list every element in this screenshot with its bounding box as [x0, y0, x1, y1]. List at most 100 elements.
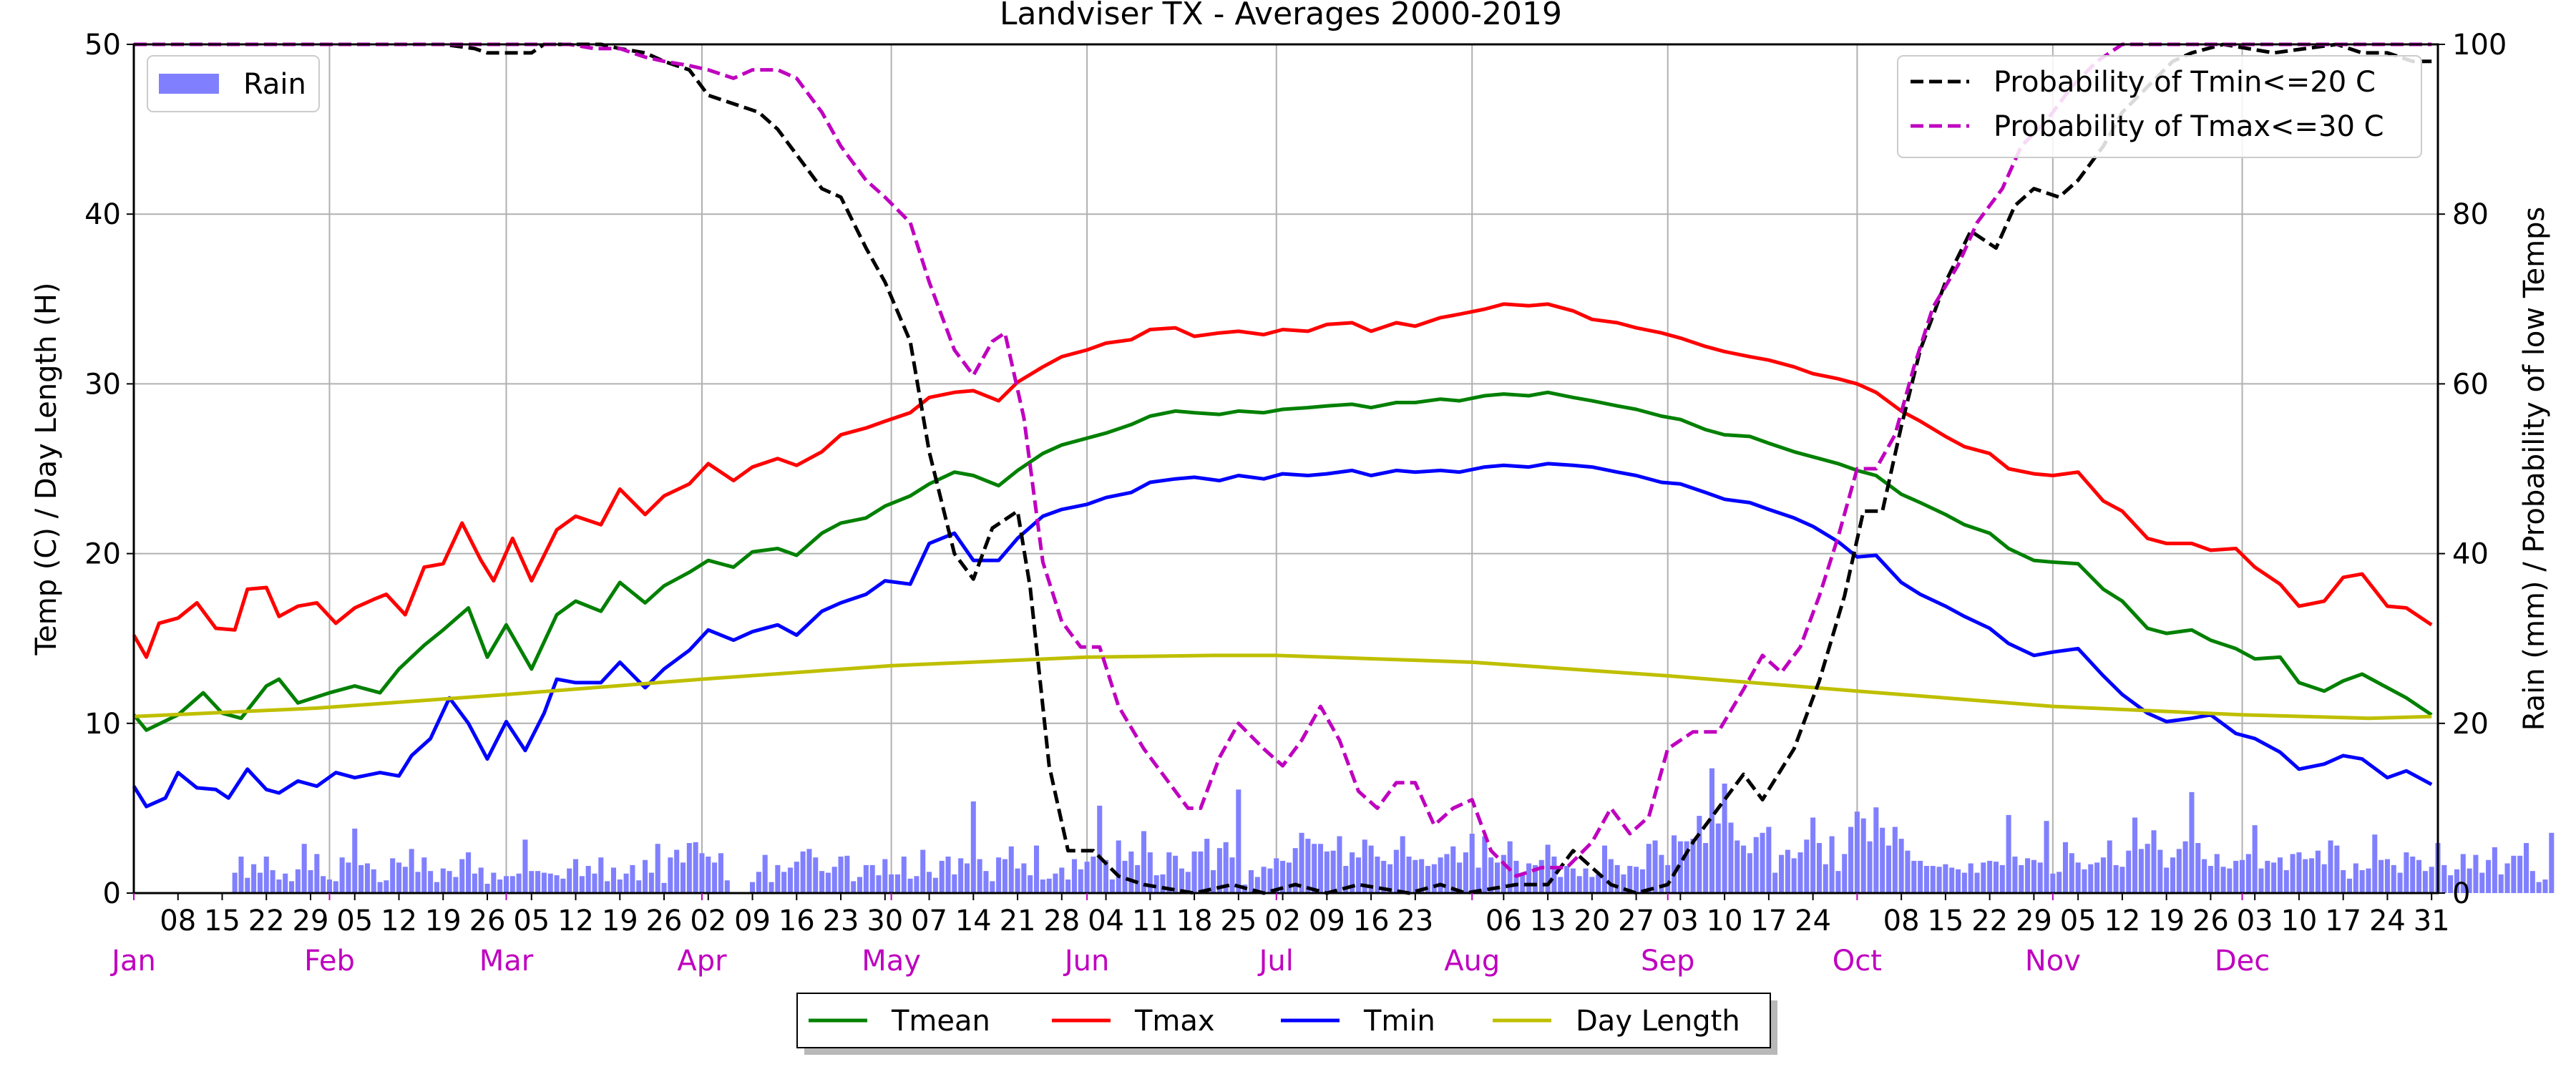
rain-bar	[1545, 844, 1551, 893]
rain-bar	[2176, 849, 2182, 893]
rain-bar	[251, 864, 257, 893]
rain-bar	[1766, 827, 1772, 893]
rain-bar	[339, 857, 345, 893]
rain-bar	[1160, 874, 1166, 893]
rain-bar	[1703, 843, 1709, 893]
rain-bar	[1368, 845, 1374, 893]
rain-bar	[605, 881, 610, 893]
rain-bar	[1185, 872, 1191, 893]
rain-bar	[1135, 864, 1141, 893]
rain-bar	[2328, 840, 2333, 893]
month-label: Jul	[1257, 945, 1294, 978]
x-tick-label: 15	[1927, 905, 1963, 937]
rain-bar	[2309, 858, 2315, 893]
x-tick-label: 29	[293, 905, 329, 937]
rain-bar	[2536, 882, 2542, 893]
rain-bar	[762, 854, 768, 893]
rain-bar	[1507, 841, 1513, 893]
rain-bar	[346, 862, 351, 893]
rain-bar	[1034, 845, 1040, 893]
series-line-tmin	[132, 462, 2433, 809]
rain-bar	[617, 879, 623, 893]
rain-bar	[1387, 864, 1393, 893]
rain-bar	[655, 844, 660, 893]
rain-bar	[573, 859, 579, 893]
rain-bar	[2372, 834, 2378, 893]
rain-bar	[1999, 864, 2005, 893]
rain-bar	[889, 874, 894, 893]
rain-bar	[2549, 832, 2555, 893]
rain-bar	[1558, 877, 1563, 893]
month-label: Nov	[2025, 945, 2081, 978]
rain-bar	[1362, 839, 1367, 893]
rain-bar	[831, 867, 837, 893]
rain-bar	[1021, 863, 1027, 893]
rain-bar	[1065, 879, 1071, 893]
rain-bar	[2303, 859, 2308, 893]
rain-bar	[2189, 791, 2195, 893]
rain-bar	[2044, 821, 2049, 893]
rain-bar	[364, 863, 370, 893]
rain-bar	[301, 844, 307, 893]
rain-bar	[1842, 854, 1848, 893]
x-tick-label: 02	[690, 905, 726, 937]
legend-daylength-label: Day Length	[1576, 1005, 1740, 1038]
rain-bar	[1463, 852, 1468, 893]
rain-bar	[1223, 842, 1229, 893]
rain-bar	[1690, 839, 1696, 893]
rain-bar	[2258, 868, 2264, 893]
rain-bar	[996, 857, 1002, 893]
y-left-tick-label: 50	[84, 29, 121, 62]
rain-bar	[2315, 850, 2321, 893]
rain-bar	[1216, 848, 1222, 893]
month-label: Apr	[677, 945, 727, 978]
rain-bar	[1627, 866, 1633, 893]
rain-bar	[472, 873, 477, 893]
rain-bar	[2384, 859, 2390, 893]
y-left-tick-label: 0	[103, 877, 121, 910]
x-tick-label: 16	[779, 905, 815, 937]
rain-bar	[1475, 867, 1481, 893]
rain-bar	[1324, 851, 1330, 893]
rain-bar	[484, 883, 490, 893]
rain-bar	[1564, 866, 1570, 893]
rain-bar	[2107, 840, 2112, 893]
x-tick-label: 10	[1707, 905, 1743, 937]
rain-bar	[1153, 875, 1159, 893]
x-tick-label: 03	[2237, 905, 2273, 937]
rain-bar	[1280, 860, 1286, 893]
rain-bar	[2100, 857, 2106, 893]
rain-bar	[718, 853, 723, 893]
month-label: Dec	[2215, 945, 2270, 978]
x-tick-label: 17	[2325, 905, 2361, 937]
rain-bar	[2214, 854, 2220, 893]
rain-bar	[1639, 869, 1645, 893]
rain-bar	[648, 872, 654, 893]
rain-bar	[1885, 845, 1892, 893]
rain-bar	[326, 879, 333, 893]
rain-bar	[1741, 845, 1747, 893]
rain-bar	[920, 849, 926, 893]
rain-bar	[1797, 852, 1803, 893]
legend-tmin-label: Tmin	[1363, 1005, 1435, 1038]
x-tick-label: 04	[1088, 905, 1124, 937]
month-label: Jun	[1063, 945, 1110, 978]
rain-bar	[1709, 768, 1715, 893]
rain-bar	[2245, 854, 2251, 893]
y-left-tick-label: 40	[84, 198, 121, 231]
rain-bar	[686, 843, 692, 893]
rain-bar	[1646, 844, 1652, 893]
rain-bar	[2296, 852, 2302, 893]
rain-bar	[724, 880, 730, 893]
rain-bar	[1898, 839, 1904, 893]
rain-bar	[623, 873, 629, 893]
x-tick-label: 02	[1264, 905, 1301, 937]
rain-bar	[1229, 857, 1235, 893]
rain-bar	[643, 859, 648, 893]
rain-bar	[2346, 878, 2353, 893]
rain-bar	[1576, 876, 1582, 893]
rain-bar	[1469, 833, 1475, 893]
rain-bar	[2050, 873, 2056, 893]
